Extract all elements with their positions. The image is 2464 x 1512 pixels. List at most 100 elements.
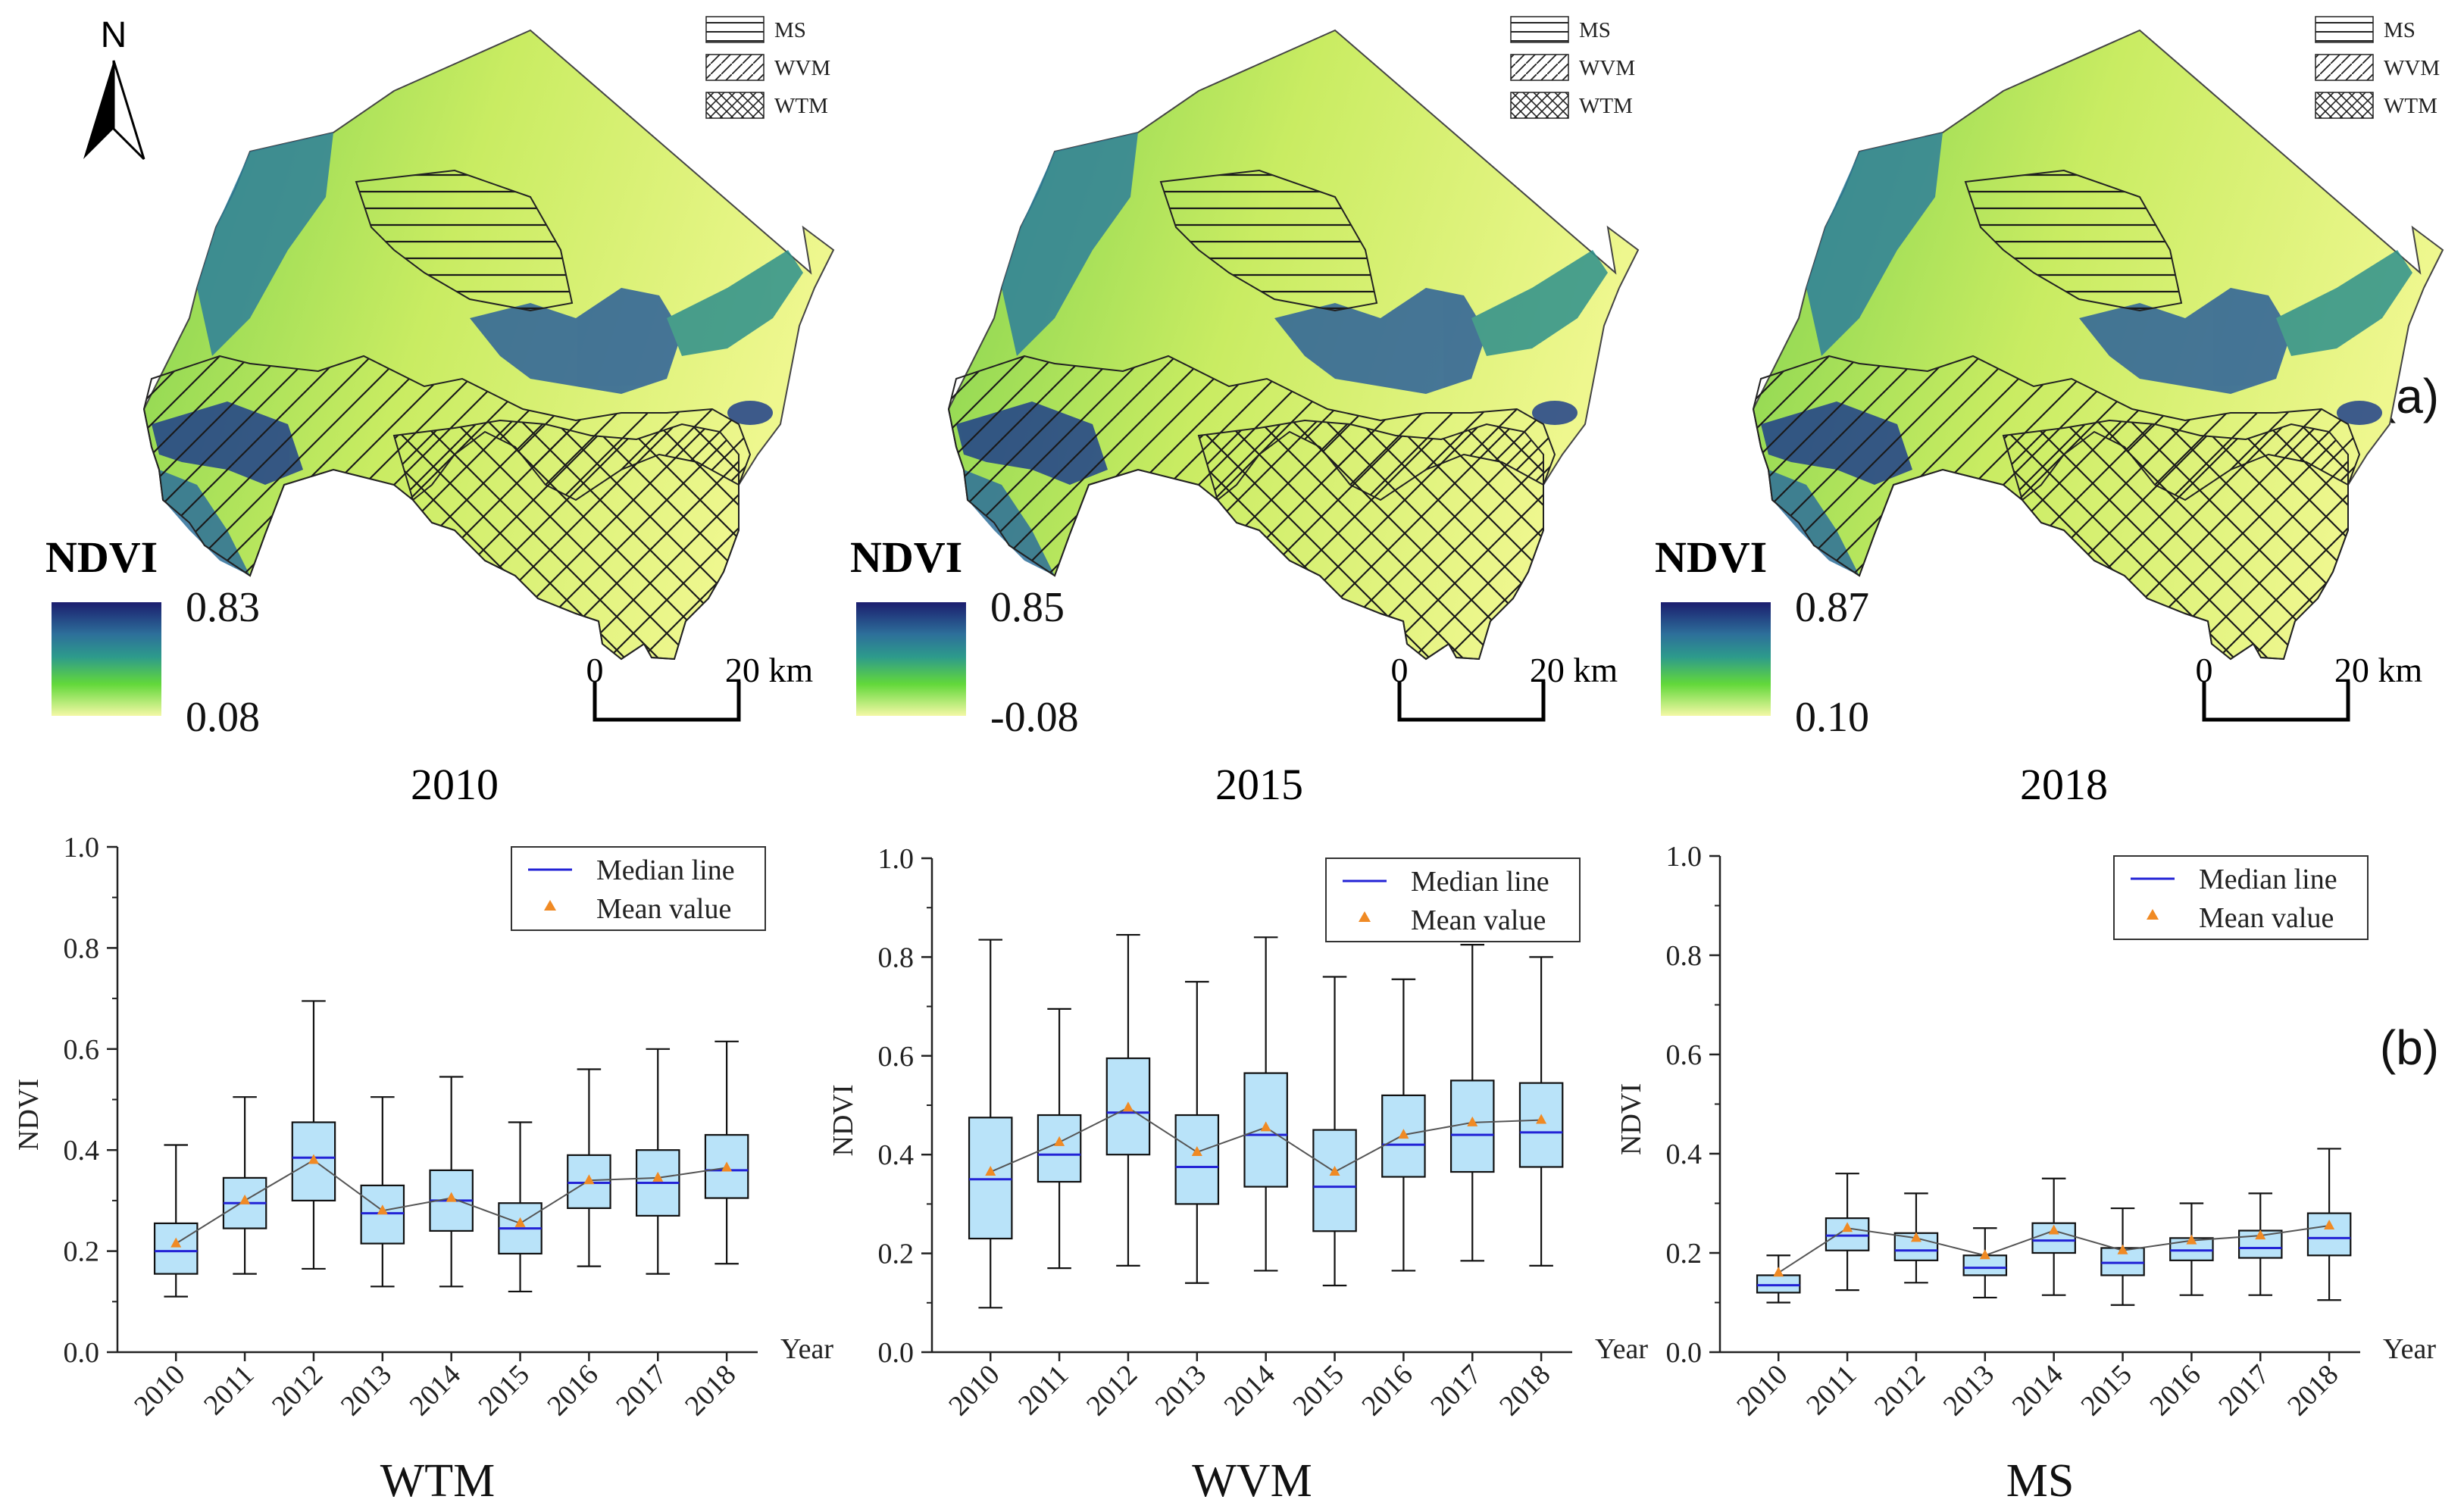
x-tick-label: 2011 [1012,1359,1074,1421]
box-2012: 2012 [266,1000,336,1422]
chart-legend: Median line Mean value [2113,855,2369,940]
legend-swatch-wvm [705,54,765,81]
mean-marker [2117,1244,2128,1254]
colorbar-max: 0.83 [186,584,260,631]
vegetation-patch [1532,401,1578,425]
x-tick-label: 2018 [1493,1359,1556,1422]
box-2016: 2016 [2143,1202,2214,1422]
x-tick-label: 2017 [1424,1359,1487,1422]
box-2012: 2012 [1868,1192,1939,1422]
scale-bar: 0 20 km [586,651,813,722]
legend-label-wtm: WTM [1579,94,1633,118]
mean-marker [446,1192,457,1202]
box-2011: 2011 [1800,1173,1870,1421]
x-tick-label: 2017 [610,1359,673,1422]
vegetation-patch [197,133,333,356]
mean-marker [1122,1101,1134,1112]
x-tick-label: 2012 [266,1359,329,1422]
colorbar-min: 0.08 [186,694,260,741]
zone-ms [355,169,574,312]
x-tick-label: 2016 [1356,1359,1418,1422]
colorbar-max: 0.85 [990,584,1065,631]
box-2015: 2015 [1287,976,1357,1422]
legend-label-wtm: WTM [2384,94,2437,118]
mean-marker [1054,1136,1065,1146]
y-tick-label: 1.0 [64,832,100,864]
y-axis-label: NDVI [13,1079,45,1151]
legend-frame [511,846,766,931]
box-2013: 2013 [1149,980,1220,1422]
x-tick-label: 2016 [541,1359,604,1422]
y-tick-label: 0.8 [1666,940,1703,972]
legend-label-wvm: WVM [2384,56,2440,80]
ndvi-colorbar: NDVI 0.87 0.10 [1655,533,1869,741]
scale-label: 20 km [1530,651,1618,689]
zone-wtm [2002,419,2349,661]
y-tick-label: 0.4 [878,1139,915,1171]
vegetation-patch [2079,288,2291,394]
box-2017: 2017 [2212,1192,2283,1422]
legend-frame [2113,855,2369,940]
mean-marker [308,1154,319,1164]
legend-median-label: Median line [2199,864,2337,895]
x-tick-label: 2015 [472,1359,535,1422]
y-tick-label: 0.4 [64,1135,100,1167]
scale-bar-line [593,682,741,722]
ndvi-colorbar: NDVI 0.83 0.08 [45,533,260,741]
map-year: 2015 [1215,760,1303,809]
vegetation-patch [2337,401,2382,425]
mean-marker [2324,1219,2335,1229]
y-tick-label: 0.6 [1666,1039,1703,1071]
scale-zero: 0 [1391,651,1409,689]
scale-bar: 0 20 km [1391,651,1618,722]
legend-swatch-wtm [705,92,765,119]
box-2010: 2010 [128,1144,199,1422]
mean-marker [1191,1145,1202,1156]
box-2010: 2010 [943,939,1013,1422]
box-2016: 2016 [541,1068,611,1422]
colorbar-gradient [856,602,966,716]
y-tick-label: 0.0 [64,1337,100,1369]
scale-bar-line [1397,682,1546,722]
colorbar-min: -0.08 [990,694,1079,741]
scale-label: 20 km [2334,651,2423,689]
y-tick-label: 0.4 [1666,1139,1703,1170]
y-tick-label: 0.2 [64,1236,100,1268]
colorbar-min: 0.10 [1795,694,1869,741]
chart-title: WVM [1192,1455,1312,1507]
map-year: 2018 [2020,760,2108,809]
box-2017: 2017 [1424,943,1495,1422]
y-tick-label: 0.2 [878,1239,915,1270]
vegetation-patch [470,288,682,394]
mean-marker [2186,1234,2197,1245]
x-tick-label: 2010 [1731,1359,1793,1422]
y-tick-label: 0.8 [64,933,100,964]
legend-label-ms: MS [2384,18,2416,42]
zone-legend: MS WVM WTM [705,16,830,119]
vegetation-patch [1806,133,1943,356]
box-iqr [360,1184,405,1245]
chart-title: WTM [380,1455,496,1507]
y-tick-label: 1.0 [878,843,915,875]
map-panel-2015: MS WVM WTM NDVI 0.85 -0.08 0 20 km 2015 [850,16,1640,809]
legend-mean-swatch [1359,911,1371,922]
box-2013: 2013 [1937,1227,2008,1422]
north-arrow-icon: N [83,15,145,161]
vegetation-patch [1471,250,1608,356]
box-2014: 2014 [404,1076,474,1422]
box-2015: 2015 [472,1121,543,1422]
colorbar-max: 0.87 [1795,584,1869,631]
north-arrow-right [112,60,145,161]
legend-label-wvm: WVM [774,56,830,80]
x-axis-label: Year [1595,1333,1648,1365]
x-tick-label: 2011 [1800,1359,1862,1421]
legend-swatch-ms [2315,16,2374,43]
panel-label-b: (b) [2380,1020,2439,1075]
scale-bar: 0 20 km [2196,651,2423,722]
x-tick-label: 2010 [128,1359,191,1422]
box-2014: 2014 [1218,936,1288,1422]
mean-marker [1536,1114,1547,1124]
mean-marker [514,1217,526,1227]
box-iqr [2306,1212,2352,1257]
